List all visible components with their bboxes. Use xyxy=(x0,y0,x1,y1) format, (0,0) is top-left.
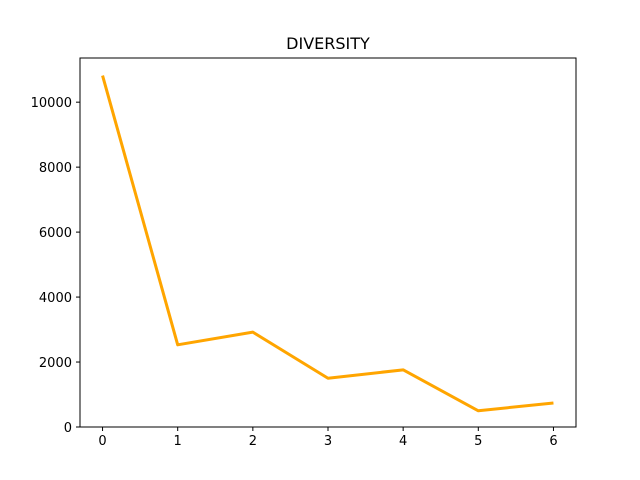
x-axis: 0 1 2 3 4 5 6 xyxy=(98,427,558,449)
x-tick-label: 3 xyxy=(324,434,332,449)
y-tick-label: 10000 xyxy=(31,96,72,111)
x-tick-label: 5 xyxy=(474,434,482,449)
y-tick-label: 0 xyxy=(64,421,72,436)
y-tick-label: 4000 xyxy=(39,291,72,306)
x-tick-label: 0 xyxy=(98,434,106,449)
plot-area xyxy=(101,75,554,413)
y-tick-label: 6000 xyxy=(39,226,72,241)
y-tick-label: 8000 xyxy=(39,161,72,176)
chart-title: DIVERSITY xyxy=(286,34,370,53)
y-tick-label: 2000 xyxy=(39,356,72,371)
axes-frame xyxy=(79,57,577,428)
x-tick-label: 2 xyxy=(249,434,257,449)
y-axis: 0 2000 4000 6000 8000 10000 xyxy=(31,96,80,436)
x-tick-label: 6 xyxy=(549,434,557,449)
x-tick-label: 4 xyxy=(399,434,407,449)
x-tick-label: 1 xyxy=(174,434,182,449)
